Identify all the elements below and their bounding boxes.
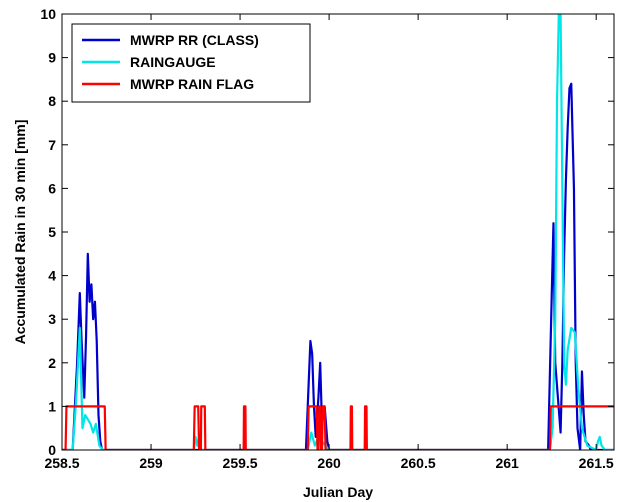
y-axis-label: Accumulated Rain in 30 min [mm] (12, 120, 28, 345)
legend-label: MWRP RR (CLASS) (130, 32, 259, 48)
y-tick-label: 10 (40, 6, 56, 22)
plot-area: 258.5 259 259.5 260 260.5 261 261.5 0 1 2 3 4 5 6 7 8 9 1… (40, 6, 615, 471)
y-tick-label: 9 (48, 50, 56, 66)
tick-layer: 258.5 259 259.5 260 260.5 261 261.5 0 1 2 3 4 5 6 7 8 9 1… (40, 6, 614, 471)
y-tick-label: 0 (48, 442, 56, 458)
series-line-1 (62, 82, 614, 450)
x-tick-label: 261.5 (579, 455, 614, 471)
x-tick-label: 261 (495, 455, 519, 471)
x-axis-label: Julian Day (303, 484, 373, 500)
legend-label: MWRP RAIN FLAG (130, 76, 254, 92)
legend: MWRP RR (CLASS) RAINGAUGE MWRP RAIN FLAG (71, 23, 311, 103)
y-tick-label: 5 (48, 224, 56, 240)
legend-label: RAINGAUGE (130, 54, 216, 70)
y-tick-label: 4 (48, 268, 56, 284)
x-tick-label: 259.5 (223, 455, 258, 471)
series-line-2 (62, 14, 614, 450)
x-tick-label: 258.5 (44, 455, 79, 471)
y-tick-label: 7 (48, 137, 56, 153)
y-tick-label: 2 (48, 355, 56, 371)
x-tick-label: 259 (139, 455, 163, 471)
y-tick-label: 6 (48, 180, 56, 196)
y-tick-label: 3 (48, 311, 56, 327)
x-tick-label: 260.5 (401, 455, 436, 471)
y-tick-label: 8 (48, 93, 56, 109)
y-tick-label: 1 (48, 398, 56, 414)
series-layer (62, 14, 614, 450)
series-line-3 (62, 405, 614, 450)
x-tick-label: 260 (317, 455, 341, 471)
